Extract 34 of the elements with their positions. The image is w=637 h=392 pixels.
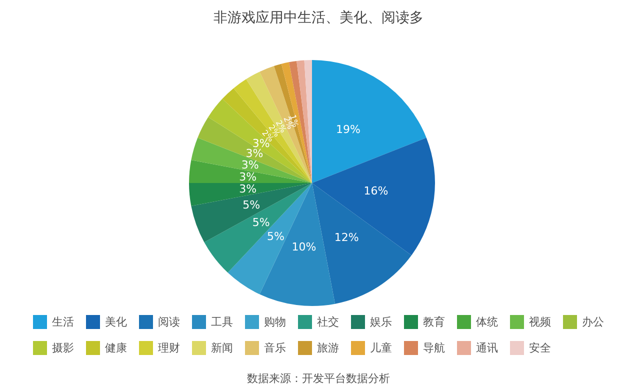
legend-label: 健康 — [105, 342, 127, 354]
legend-label: 工具 — [211, 316, 233, 328]
legend-label: 儿童 — [370, 342, 392, 354]
data-label: 19% — [336, 123, 360, 136]
legend-label: 通讯 — [476, 342, 498, 354]
data-label: 5% — [252, 216, 270, 230]
data-label: 3% — [239, 182, 257, 196]
legend-label: 教育 — [423, 316, 445, 328]
legend-label: 购物 — [264, 316, 286, 328]
legend-label: 安全 — [529, 342, 551, 354]
legend-label: 办公 — [582, 316, 604, 328]
source-note: 数据来源：开发平台数据分析 — [247, 372, 390, 385]
legend-label: 生活 — [52, 316, 74, 328]
chart-title: 非游戏应用中生活、美化、阅读多 — [214, 10, 424, 26]
data-label: 10% — [292, 240, 316, 254]
legend-label: 社交 — [317, 316, 339, 328]
data-label: 5% — [242, 198, 260, 212]
data-label: 16% — [364, 184, 388, 198]
data-label: 3% — [239, 170, 257, 184]
legend-label: 视频 — [529, 316, 551, 328]
legend-label: 理财 — [158, 342, 180, 354]
data-label: 3% — [246, 147, 264, 160]
legend-label: 摄影 — [52, 342, 74, 354]
legend-label: 音乐 — [264, 342, 286, 354]
data-label: 5% — [267, 230, 284, 243]
legend-label: 阅读 — [158, 316, 180, 328]
data-label: 3% — [241, 158, 259, 172]
legend-label: 新闻 — [211, 342, 233, 354]
legend-label: 导航 — [423, 342, 445, 354]
legend-label: 娱乐 — [370, 316, 392, 328]
legend-label: 美化 — [105, 316, 127, 328]
data-label: 12% — [334, 230, 359, 244]
legend-label: 旅游 — [317, 342, 339, 354]
legend-label: 体统 — [476, 316, 498, 328]
